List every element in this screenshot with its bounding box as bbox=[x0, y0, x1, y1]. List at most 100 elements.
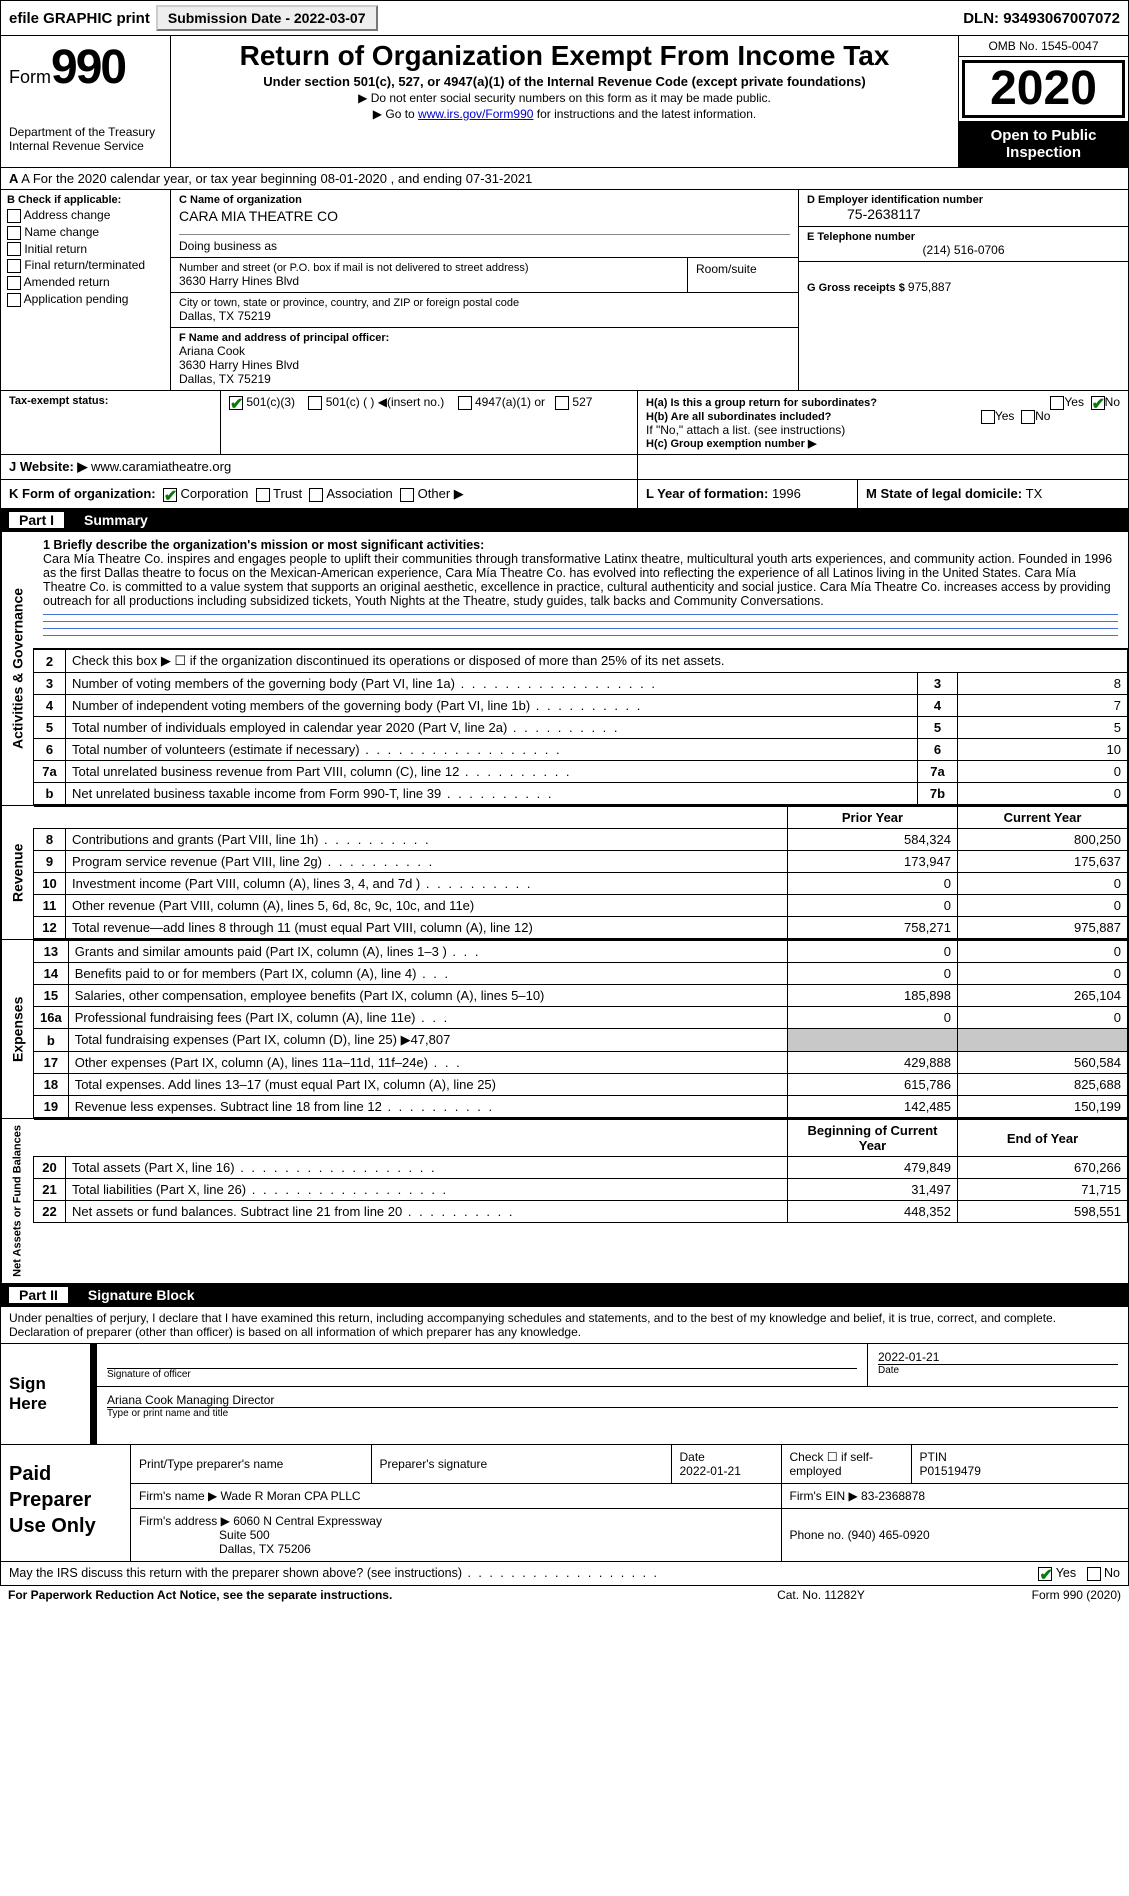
prep-name-label: Print/Type preparer's name bbox=[131, 1445, 371, 1484]
firm-addr3: Dallas, TX 75206 bbox=[219, 1542, 311, 1556]
tax-exempt-label: Tax-exempt status: bbox=[9, 395, 212, 407]
mission-lead: 1 Briefly describe the organization's mi… bbox=[43, 538, 1118, 552]
city-label: City or town, state or province, country… bbox=[179, 297, 790, 309]
efile-label: efile GRAPHIC print bbox=[9, 10, 150, 27]
net-line22: Net assets or fund balances. Subtract li… bbox=[66, 1201, 788, 1223]
net-line21: Total liabilities (Part X, line 26) bbox=[66, 1179, 788, 1201]
firm-phone: (940) 465-0920 bbox=[848, 1528, 930, 1542]
perjury-statement: Under penalties of perjury, I declare th… bbox=[0, 1307, 1129, 1344]
hb-no[interactable] bbox=[1021, 410, 1035, 424]
revenue-strip: Revenue bbox=[1, 806, 33, 939]
k-trust-check[interactable] bbox=[256, 488, 270, 502]
part1-label: Part I bbox=[9, 512, 64, 528]
addr-change-check[interactable]: Address change bbox=[7, 208, 164, 223]
state-domicile: TX bbox=[1026, 486, 1043, 501]
final-return-check[interactable]: Final return/terminated bbox=[7, 258, 164, 273]
m-label: M State of legal domicile: bbox=[866, 486, 1026, 501]
part1-header: Part I Summary bbox=[0, 509, 1129, 532]
top-bar: efile GRAPHIC print Submission Date - 20… bbox=[0, 0, 1129, 36]
hb-label: H(b) Are all subordinates included? bbox=[646, 411, 831, 423]
exp-line13: Grants and similar amounts paid (Part IX… bbox=[68, 941, 787, 963]
irs-discuss-row: May the IRS discuss this return with the… bbox=[0, 1562, 1129, 1586]
section-tax-exempt-h: Tax-exempt status: 501(c)(3) 501(c) ( ) … bbox=[0, 391, 1129, 455]
officer-addr2: Dallas, TX 75219 bbox=[179, 372, 790, 386]
line3: Number of voting members of the governin… bbox=[66, 673, 918, 695]
expenses-section: Expenses 13Grants and similar amounts pa… bbox=[0, 940, 1129, 1119]
g-label: G Gross receipts $ bbox=[807, 282, 908, 294]
initial-return-check[interactable]: Initial return bbox=[7, 242, 164, 257]
rev-line9: Program service revenue (Part VIII, line… bbox=[66, 851, 788, 873]
line5: Total number of individuals employed in … bbox=[66, 717, 918, 739]
ha-no[interactable] bbox=[1091, 396, 1105, 410]
line2: Check this box ▶ ☐ if the organization d… bbox=[66, 650, 1128, 673]
sign-date: 2022-01-21 bbox=[878, 1350, 1118, 1364]
501c3-check[interactable] bbox=[229, 396, 243, 410]
pra-notice: For Paperwork Reduction Act Notice, see … bbox=[8, 1588, 721, 1602]
ptin-value: P01519479 bbox=[920, 1464, 981, 1478]
part2-header: Part II Signature Block bbox=[0, 1284, 1129, 1307]
exp-line16b: Total fundraising expenses (Part IX, col… bbox=[68, 1029, 787, 1052]
self-employed-label: Check ☐ if self-employed bbox=[781, 1445, 911, 1484]
exp-line16a: Professional fundraising fees (Part IX, … bbox=[68, 1007, 787, 1029]
k-other-check[interactable] bbox=[400, 488, 414, 502]
app-pending-check[interactable]: Application pending bbox=[7, 292, 164, 307]
discuss-yes[interactable] bbox=[1038, 1567, 1052, 1581]
website-value: www.caramiatheatre.org bbox=[91, 459, 231, 474]
preparer-block: Paid Preparer Use Only Print/Type prepar… bbox=[0, 1445, 1129, 1562]
addr-label: Number and street (or P.O. box if mail i… bbox=[179, 262, 679, 274]
submission-date-button[interactable]: Submission Date - 2022-03-07 bbox=[156, 5, 378, 31]
b-label: B Check if applicable: bbox=[7, 194, 164, 206]
form-number: 990 bbox=[51, 41, 125, 94]
form990-link[interactable]: www.irs.gov/Form990 bbox=[418, 107, 533, 121]
hc-label: H(c) Group exemption number ▶ bbox=[646, 437, 1120, 450]
part2-title: Signature Block bbox=[88, 1287, 195, 1303]
governance-strip: Activities & Governance bbox=[1, 532, 33, 805]
rev-line11: Other revenue (Part VIII, column (A), li… bbox=[66, 895, 788, 917]
f-label: F Name and address of principal officer: bbox=[179, 332, 790, 344]
527-check[interactable] bbox=[555, 396, 569, 410]
ha-label: H(a) Is this a group return for subordin… bbox=[646, 397, 877, 409]
form-title: Return of Organization Exempt From Incom… bbox=[179, 40, 950, 72]
rev-line10: Investment income (Part VIII, column (A)… bbox=[66, 873, 788, 895]
dept-label: Department of the Treasury Internal Reve… bbox=[9, 125, 162, 153]
omb-number: OMB No. 1545-0047 bbox=[959, 36, 1128, 57]
j-label: J Website: ▶ bbox=[9, 459, 91, 474]
firm-addr1: 6060 N Central Expressway bbox=[233, 1514, 382, 1528]
line7b: Net unrelated business taxable income fr… bbox=[66, 783, 918, 805]
prep-sig-label: Preparer's signature bbox=[371, 1445, 671, 1484]
k-assoc-check[interactable] bbox=[309, 488, 323, 502]
mission-text: Cara Mía Theatre Co. inspires and engage… bbox=[43, 552, 1118, 608]
part1-title: Summary bbox=[84, 512, 148, 528]
c-label: C Name of organization bbox=[179, 194, 790, 206]
gross-receipts: 975,887 bbox=[908, 280, 951, 294]
firm-name: Wade R Moran CPA PLLC bbox=[221, 1489, 361, 1503]
firm-ein: 83-2368878 bbox=[861, 1489, 925, 1503]
officer-addr1: 3630 Harry Hines Blvd bbox=[179, 358, 790, 372]
officer-name: Ariana Cook bbox=[179, 344, 790, 358]
discuss-no[interactable] bbox=[1087, 1567, 1101, 1581]
irs-discuss-text: May the IRS discuss this return with the… bbox=[9, 1566, 659, 1580]
city-state-zip: Dallas, TX 75219 bbox=[179, 309, 790, 323]
hb-yes[interactable] bbox=[981, 410, 995, 424]
4947-check[interactable] bbox=[458, 396, 472, 410]
sign-block: Sign Here Signature of officer 2022-01-2… bbox=[0, 1344, 1129, 1445]
exp-line15: Salaries, other compensation, employee b… bbox=[68, 985, 787, 1007]
name-change-check[interactable]: Name change bbox=[7, 225, 164, 240]
amended-return-check[interactable]: Amended return bbox=[7, 275, 164, 290]
k-label: K Form of organization: bbox=[9, 486, 156, 501]
date-label: Date bbox=[878, 1364, 1118, 1376]
org-name: CARA MIA THEATRE CO bbox=[179, 208, 790, 224]
governance-section: Activities & Governance 1 Briefly descri… bbox=[0, 532, 1129, 806]
expenses-strip: Expenses bbox=[1, 940, 33, 1118]
row-j-website: J Website: ▶ www.caramiatheatre.org bbox=[0, 455, 1129, 480]
501c-other-check[interactable] bbox=[308, 396, 322, 410]
year-formation: 1996 bbox=[772, 486, 801, 501]
section-b-to-g: B Check if applicable: Address change Na… bbox=[0, 190, 1129, 391]
sig-officer-label: Signature of officer bbox=[107, 1368, 857, 1380]
e-label: E Telephone number bbox=[807, 231, 1120, 243]
k-corp-check[interactable] bbox=[163, 488, 177, 502]
ein-value: 75-2638117 bbox=[807, 206, 1120, 222]
ha-yes[interactable] bbox=[1050, 396, 1064, 410]
hb-note: If "No," attach a list. (see instruction… bbox=[646, 423, 1120, 437]
exp-line14: Benefits paid to or for members (Part IX… bbox=[68, 963, 787, 985]
